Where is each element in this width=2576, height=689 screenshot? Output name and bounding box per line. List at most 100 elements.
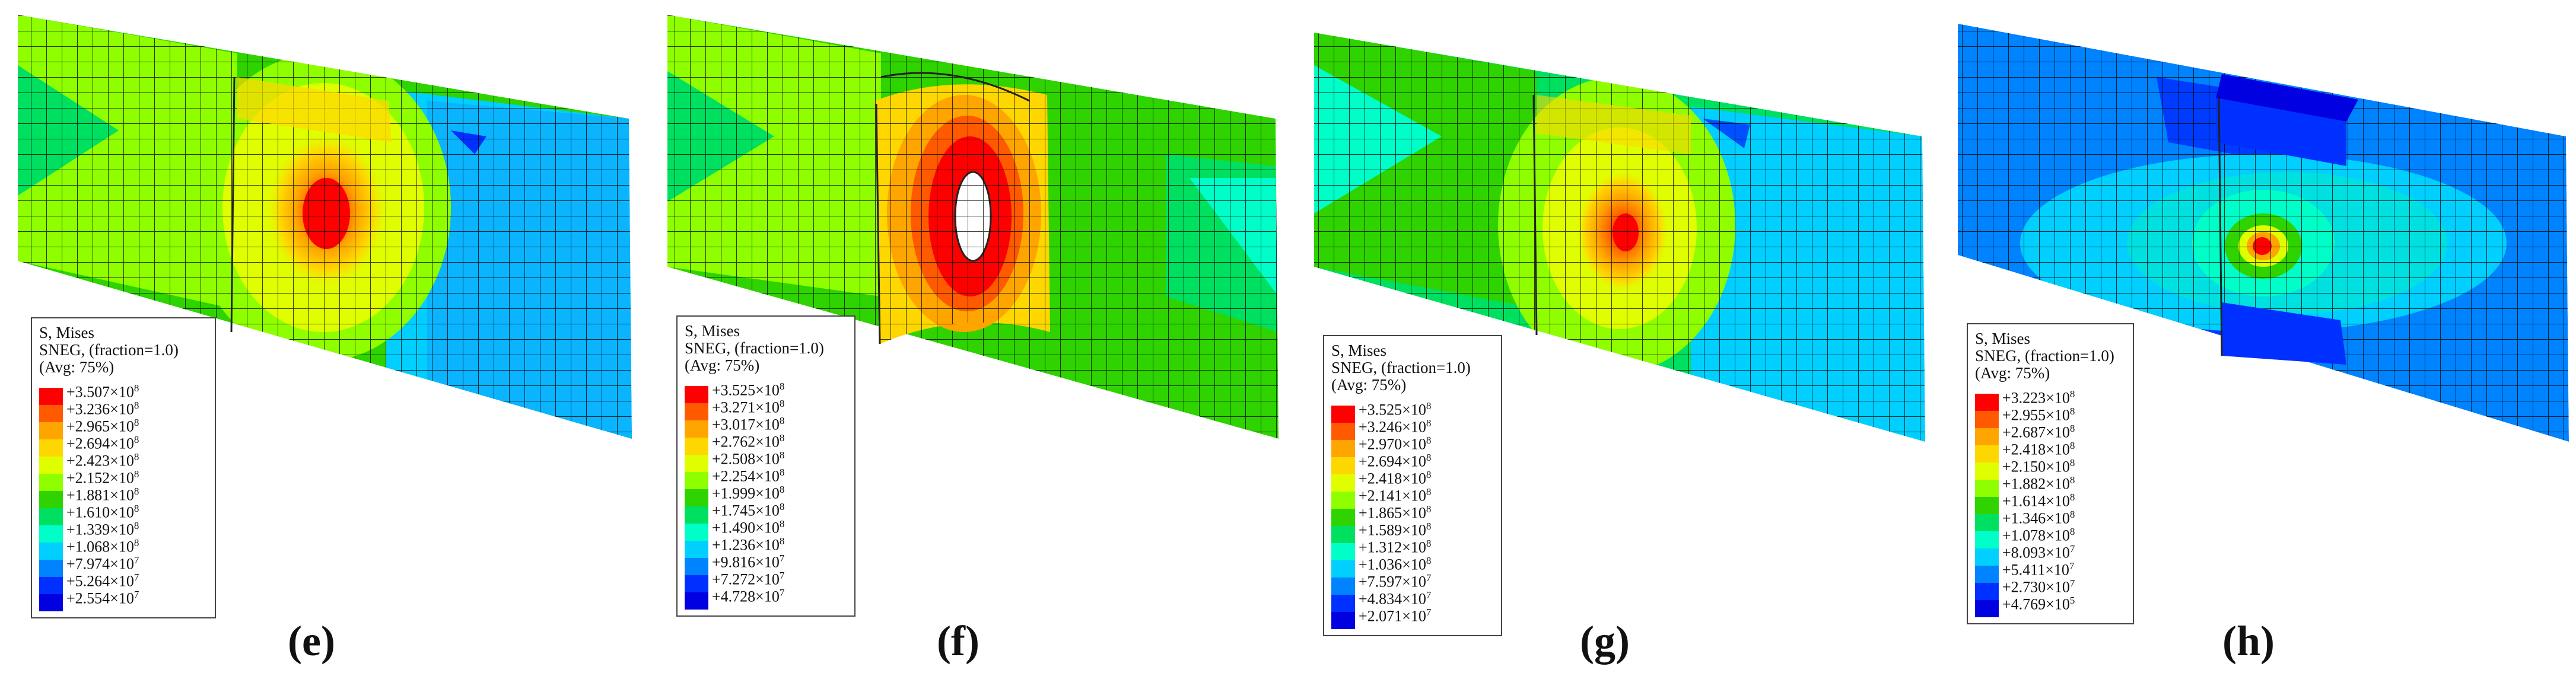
legend-tick-label: +2.730×107 <box>2002 578 2075 596</box>
panel-g: S, Mises SNEG, (fraction=1.0) (Avg: 75%)… <box>1287 0 1931 689</box>
panel-f: S, Mises SNEG, (fraction=1.0) (Avg: 75%)… <box>644 0 1287 689</box>
legend-tick-label: +1.346×108 <box>2002 509 2075 527</box>
legend-color-swatch <box>39 594 63 611</box>
legend-color-swatch <box>1331 560 1355 578</box>
legend-subtitle: SNEG, (fraction=1.0) <box>1975 347 2114 365</box>
legend-title: S, Mises <box>1331 342 1387 359</box>
legend-color-swatch <box>1331 457 1355 474</box>
stress-legend: S, Mises SNEG, (fraction=1.0) (Avg: 75%)… <box>31 317 216 618</box>
legend-color-swatch <box>39 491 63 508</box>
legend-tick-label: +3.525×108 <box>712 381 785 399</box>
panel-caption: (e) <box>288 617 335 665</box>
legend-color-swatch <box>1975 514 1999 531</box>
legend-tick-label: +2.141×108 <box>1359 486 1432 505</box>
stress-legend: S, Mises SNEG, (fraction=1.0) (Avg: 75%)… <box>1323 335 1502 636</box>
legend-color-swatch <box>1975 583 1999 600</box>
legend-color-swatch <box>39 577 63 594</box>
legend-tick-label: +7.272×107 <box>712 570 785 588</box>
legend-tick-label: +2.150×108 <box>2002 457 2075 476</box>
legend-tick-label: +2.687×108 <box>2002 423 2075 441</box>
legend-tick-label: +2.694×108 <box>66 434 139 452</box>
legend-color-swatch <box>1331 492 1355 509</box>
legend-tick-label: +2.508×108 <box>712 449 785 468</box>
legend-color-swatch <box>1975 411 1999 428</box>
legend-tick-label: +5.411×107 <box>2002 560 2075 579</box>
legend-avg: (Avg: 75%) <box>685 356 760 374</box>
legend-tick-label: +3.017×108 <box>712 415 785 433</box>
legend-subtitle: SNEG, (fraction=1.0) <box>39 341 179 359</box>
legend-title: S, Mises <box>685 322 740 340</box>
legend-color-swatch <box>685 558 708 575</box>
legend-tick-label: +2.554×107 <box>66 589 139 607</box>
legend-tick-label: +1.068×108 <box>66 537 139 556</box>
legend-color-swatch <box>1331 423 1355 440</box>
legend-tick-label: +7.597×107 <box>1359 572 1432 591</box>
legend-tick-label: +2.152×108 <box>66 468 139 487</box>
fea-mesh-plot <box>667 15 1279 439</box>
fea-mesh-plot <box>1314 33 1925 442</box>
legend-tick-label: +1.610×108 <box>66 503 139 521</box>
legend-color-swatch <box>1975 531 1999 548</box>
legend-avg: (Avg: 75%) <box>1331 376 1407 394</box>
legend-tick-label: +1.882×108 <box>2002 474 2075 493</box>
legend-ticks: +3.223×108 +2.955×108 +2.687×108 +2.418×108… <box>2002 385 2075 617</box>
legend-tick-label: +1.339×108 <box>66 520 139 538</box>
legend-color-swatch <box>1331 543 1355 560</box>
legend-tick-label: +2.965×108 <box>66 417 139 435</box>
legend-color-swatch <box>685 541 708 558</box>
legend-scale: +3.525×108 +3.271×108 +3.017×108 +2.762×108… <box>685 378 846 610</box>
legend-color-swatch <box>685 575 708 592</box>
legend-color-swatch <box>1975 600 1999 617</box>
legend-color-swatch <box>39 388 63 405</box>
legend-color-swatch <box>1975 497 1999 514</box>
legend-swatches <box>685 386 708 610</box>
legend-color-swatch <box>1975 445 1999 462</box>
legend-swatches <box>39 388 63 611</box>
legend-avg: (Avg: 75%) <box>39 358 115 376</box>
legend-color-swatch <box>1331 509 1355 526</box>
legend-tick-label: +3.507×108 <box>66 382 139 401</box>
legend-scale: +3.507×108 +3.236×108 +2.965×108 +2.694×108… <box>39 379 206 611</box>
legend-scale: +3.525×108 +3.246×108 +2.970×108 +2.694×108… <box>1331 397 1493 629</box>
legend-color-swatch <box>39 422 63 439</box>
legend-tick-label: +5.264×107 <box>66 572 139 590</box>
legend-color-swatch <box>685 472 708 489</box>
legend-color-swatch <box>39 525 63 543</box>
legend-color-swatch <box>685 592 708 610</box>
legend-scale: +3.223×108 +2.955×108 +2.687×108 +2.418×108… <box>1975 385 2125 617</box>
legend-title: S, Mises <box>1975 330 2031 347</box>
legend-color-swatch <box>685 506 708 524</box>
legend-subtitle: SNEG, (fraction=1.0) <box>685 339 824 357</box>
legend-tick-label: +2.423×108 <box>66 451 139 470</box>
panel-caption: (g) <box>1580 617 1630 665</box>
legend-color-swatch <box>1975 428 1999 445</box>
legend-color-swatch <box>1331 474 1355 492</box>
panel-e: S, Mises SNEG, (fraction=1.0) (Avg: 75%)… <box>0 0 644 689</box>
legend-color-swatch <box>1331 526 1355 543</box>
legend-swatches <box>1975 394 1999 617</box>
legend-tick-label: +9.816×107 <box>712 553 785 571</box>
legend-color-swatch <box>39 560 63 577</box>
legend-tick-label: +1.614×108 <box>2002 492 2075 510</box>
legend-tick-label: +7.974×107 <box>66 554 139 573</box>
legend-tick-label: +3.525×108 <box>1359 400 1432 419</box>
legend-color-swatch <box>1331 612 1355 629</box>
legend-tick-label: +1.589×108 <box>1359 521 1432 539</box>
legend-color-swatch <box>1331 578 1355 595</box>
legend-color-swatch <box>685 489 708 506</box>
legend-ticks: +3.525×108 +3.246×108 +2.970×108 +2.694×108… <box>1359 397 1431 629</box>
legend-tick-label: +3.236×108 <box>66 400 139 418</box>
fea-mesh-plot <box>18 15 632 439</box>
legend-tick-label: +2.418×108 <box>2002 440 2075 458</box>
legend-tick-label: +8.093×107 <box>2002 543 2075 562</box>
legend-tick-label: +2.071×107 <box>1359 607 1432 625</box>
legend-color-swatch <box>685 420 708 438</box>
legend-title: S, Mises <box>39 324 95 342</box>
legend-color-swatch <box>1975 566 1999 583</box>
legend-color-swatch <box>685 524 708 541</box>
legend-tick-label: +2.762×108 <box>712 432 785 451</box>
legend-swatches <box>1331 406 1355 629</box>
legend-color-swatch <box>685 386 708 403</box>
stress-legend: S, Mises SNEG, (fraction=1.0) (Avg: 75%)… <box>676 315 856 617</box>
legend-color-swatch <box>685 403 708 420</box>
